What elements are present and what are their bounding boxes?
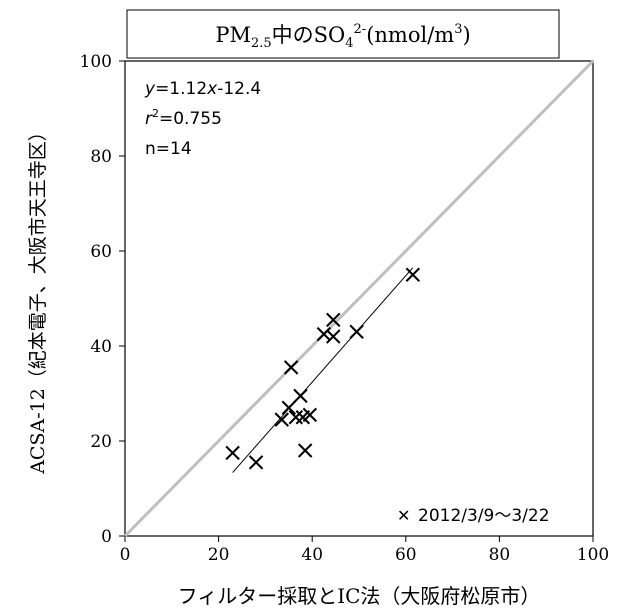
legend-marker: ✕ — [397, 506, 410, 525]
data-point — [225, 445, 240, 461]
title-species-sub: 4 — [345, 36, 353, 51]
r-squared: r2=0.755 — [145, 107, 222, 129]
data-point — [326, 329, 341, 344]
data-point — [297, 443, 313, 458]
y-tick-label: 100 — [80, 52, 112, 72]
r-sup: 2 — [152, 107, 159, 120]
regression-line — [232, 267, 414, 473]
svg-text:PM2.5中のSO42-(nmol/m3): PM2.5中のSO42-(nmol/m3) — [215, 22, 470, 51]
eq-mid: =1.12 — [155, 79, 207, 99]
eq-x: x — [206, 79, 218, 99]
x-tick-label: 20 — [208, 545, 230, 565]
x-tick-label: 0 — [120, 545, 131, 565]
chart-title: PM2.5中のSO42-(nmol/m3) — [126, 9, 560, 59]
y-tick-label: 80 — [90, 147, 112, 167]
eq-y: y — [144, 79, 156, 99]
eq-tail: -12.4 — [217, 79, 261, 99]
point-layer — [225, 267, 421, 470]
stats-annotation: y=1.12x-12.4 r2=0.755 n=14 — [144, 79, 261, 159]
title-species-sup: 2- — [354, 22, 367, 37]
x-tick-label: 80 — [489, 545, 511, 565]
y-tick-label: 20 — [90, 432, 112, 452]
title-unit-open: (nmol/m — [366, 23, 454, 47]
title-unit-close: ) — [462, 23, 470, 47]
r-val: =0.755 — [159, 109, 222, 129]
data-point — [283, 360, 299, 375]
data-point — [293, 388, 308, 404]
data-point — [316, 326, 332, 342]
legend-label: 2012/3/9～3/22 — [418, 506, 550, 526]
regression-equation: y=1.12x-12.4 — [144, 79, 261, 99]
data-point — [349, 324, 364, 339]
title-prefix-sub: 2.5 — [251, 36, 272, 51]
reference-line-layer — [123, 59, 595, 538]
x-tick-label: 60 — [395, 545, 417, 565]
fit-line-layer — [232, 267, 414, 473]
data-point — [274, 412, 289, 427]
x-tick-label: 100 — [577, 545, 609, 565]
data-point — [405, 267, 421, 282]
title-prefix: PM — [215, 23, 251, 47]
y-tick-label: 0 — [101, 527, 112, 547]
r-label: r — [145, 109, 153, 129]
title-unit-sup: 3 — [454, 22, 462, 37]
data-point — [302, 407, 318, 423]
n-count: n=14 — [145, 139, 192, 159]
data-point — [326, 312, 341, 328]
y-axis-label: ACSA-12（紀本電子、大阪市天王寺区） — [27, 122, 49, 475]
x-axis-label: フィルター採取とIC法（大阪府松原市） — [178, 584, 541, 608]
title-box — [126, 9, 560, 59]
y-tick-label: 60 — [90, 242, 112, 262]
reference-line — [123, 59, 595, 538]
x-tick-label: 40 — [301, 545, 323, 565]
data-point — [248, 455, 264, 470]
title-middle: 中のSO — [272, 23, 346, 47]
y-tick-label: 40 — [90, 337, 112, 357]
data-point — [281, 400, 297, 415]
data-point — [288, 410, 304, 425]
legend: ✕ 2012/3/9～3/22 — [397, 506, 550, 526]
tick-layer: 0 20 40 60 80 100 0 20 40 60 80 100 — [80, 52, 610, 565]
